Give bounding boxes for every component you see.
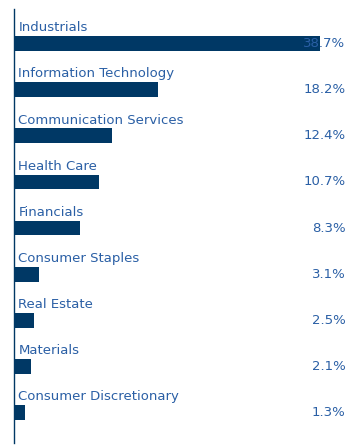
Bar	[14, 174, 99, 189]
Text: 2.5%: 2.5%	[312, 314, 346, 327]
Text: 18.2%: 18.2%	[303, 83, 346, 96]
Text: Information Technology: Information Technology	[18, 67, 175, 80]
Text: Financials: Financials	[18, 206, 84, 219]
Text: 12.4%: 12.4%	[303, 129, 346, 142]
Text: Materials: Materials	[18, 344, 79, 357]
Bar	[14, 221, 80, 236]
Text: Consumer Staples: Consumer Staples	[18, 252, 140, 265]
Text: 38.7%: 38.7%	[303, 37, 346, 50]
Text: Communication Services: Communication Services	[18, 114, 184, 127]
Text: Industrials: Industrials	[18, 21, 88, 34]
Bar	[14, 405, 24, 420]
Bar	[14, 267, 39, 282]
Text: Real Estate: Real Estate	[18, 298, 93, 311]
Text: 10.7%: 10.7%	[303, 175, 346, 189]
Bar	[14, 313, 34, 328]
Text: 2.1%: 2.1%	[312, 360, 346, 373]
Bar	[14, 82, 158, 97]
Text: 3.1%: 3.1%	[312, 268, 346, 281]
Bar	[14, 359, 31, 374]
Bar	[14, 36, 320, 51]
Text: Health Care: Health Care	[18, 160, 97, 173]
Text: 8.3%: 8.3%	[312, 222, 346, 235]
Text: Consumer Discretionary: Consumer Discretionary	[18, 390, 179, 403]
Bar	[14, 128, 112, 143]
Text: 1.3%: 1.3%	[312, 406, 346, 419]
